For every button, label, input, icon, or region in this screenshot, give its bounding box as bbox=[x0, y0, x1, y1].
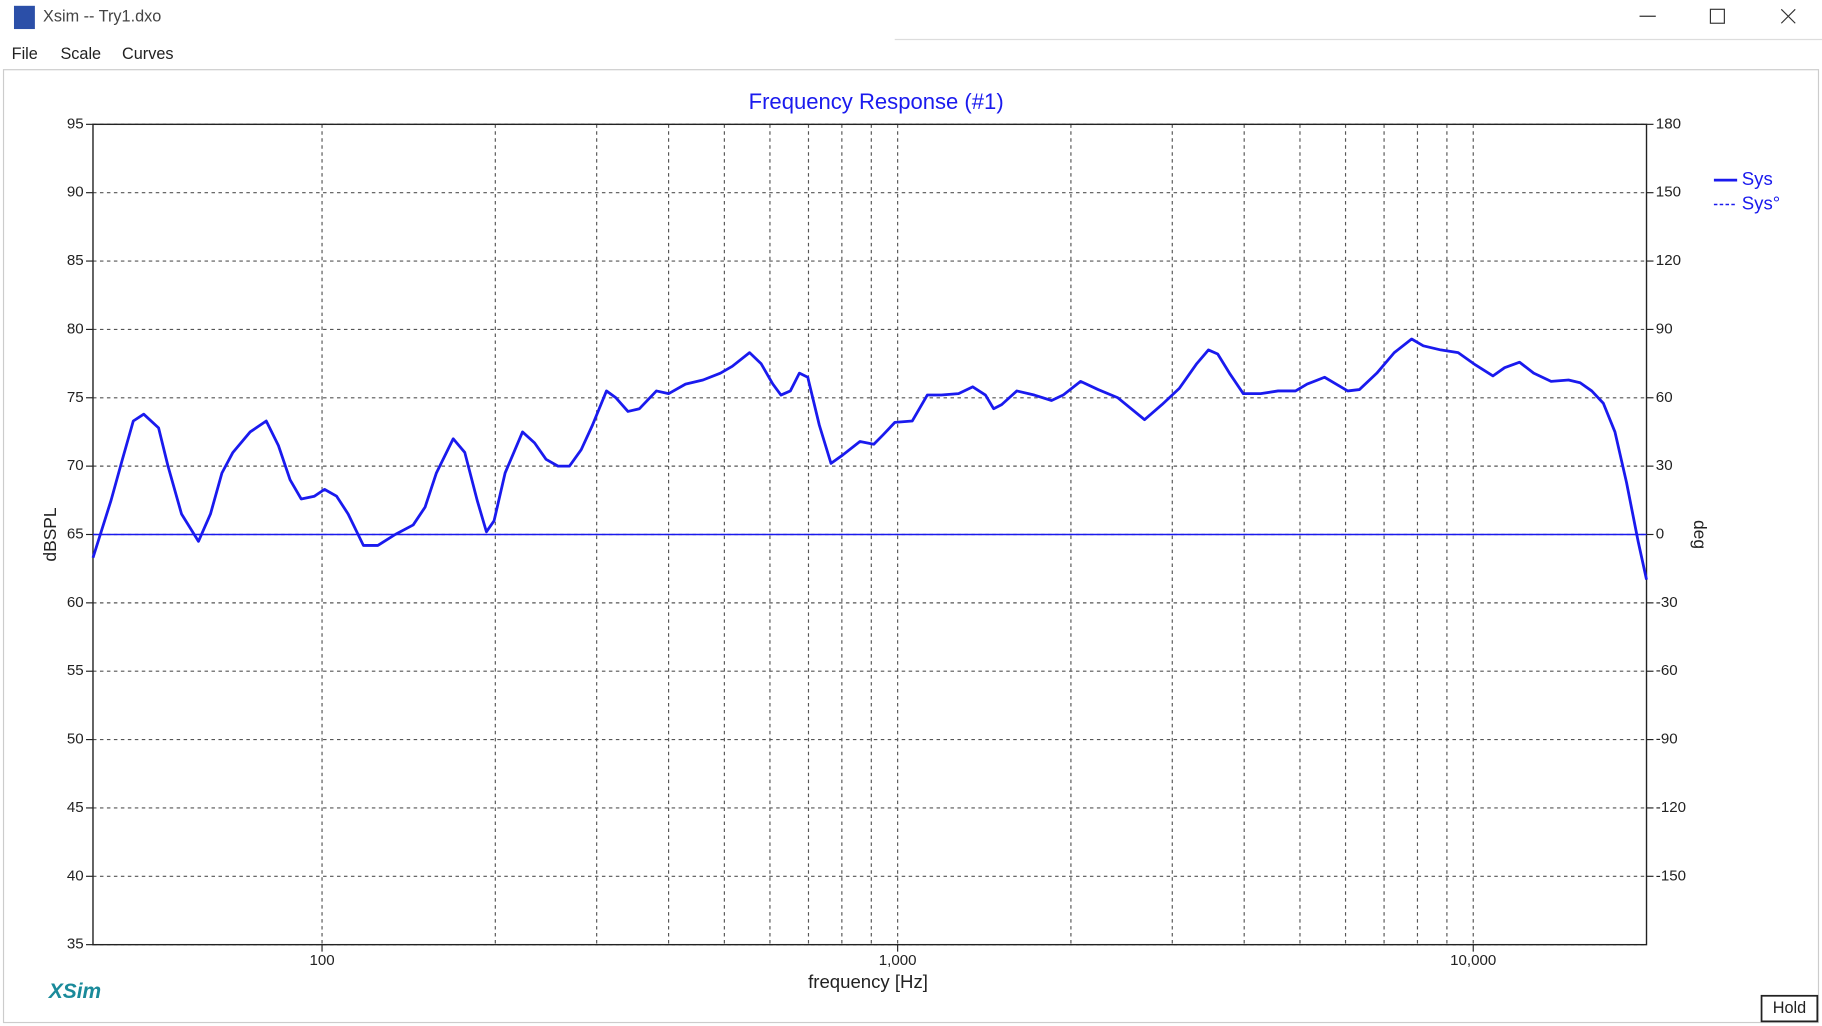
y2-tick-label: -150 bbox=[1656, 867, 1686, 884]
y-tick-label: 45 bbox=[67, 799, 84, 816]
y-tick-label: 40 bbox=[67, 867, 84, 884]
y2-tick-label: -90 bbox=[1656, 731, 1678, 748]
maximize-button[interactable] bbox=[1709, 8, 1725, 24]
legend-label: Sys° bbox=[1742, 192, 1780, 213]
y-tick-label: 50 bbox=[67, 731, 84, 748]
close-button[interactable] bbox=[1780, 8, 1796, 24]
x-axis-label: frequency [Hz] bbox=[808, 971, 928, 992]
data-line bbox=[91, 337, 1648, 580]
x-tick-label: 10,000 bbox=[1450, 952, 1496, 969]
menu-item[interactable]: Curves bbox=[122, 45, 173, 63]
legend-label: Sys bbox=[1742, 168, 1773, 189]
y-tick-label: 95 bbox=[67, 115, 84, 132]
y-axis-label: dBSPL bbox=[40, 507, 60, 562]
y-tick-label: 70 bbox=[67, 457, 84, 474]
y-tick-label: 55 bbox=[67, 662, 84, 679]
chart-title: Frequency Response (#1) bbox=[749, 89, 1004, 114]
window-title: Xsim -- Try1.dxo bbox=[43, 8, 161, 26]
y-tick-label: 80 bbox=[67, 320, 84, 337]
y2-tick-label: 0 bbox=[1656, 525, 1664, 542]
y2-axis-label: deg bbox=[1690, 520, 1710, 549]
y2-tick-label: 180 bbox=[1656, 115, 1681, 132]
y-tick-label: 85 bbox=[67, 252, 84, 269]
logo: XSim bbox=[48, 980, 101, 1003]
y2-tick-label: 120 bbox=[1656, 252, 1681, 269]
y2-tick-label: 30 bbox=[1656, 457, 1673, 474]
app-icon bbox=[13, 5, 35, 30]
menu-item[interactable]: Scale bbox=[60, 45, 101, 63]
y-tick-label: 65 bbox=[67, 525, 84, 542]
hold-button[interactable] bbox=[1760, 994, 1819, 1023]
x-tick-label: 1,000 bbox=[879, 952, 917, 969]
menu-item[interactable]: File bbox=[12, 45, 38, 63]
menu-bar: File Scale Curves bbox=[12, 45, 174, 63]
y-tick-label: 60 bbox=[67, 594, 84, 611]
y2-tick-label: 90 bbox=[1656, 320, 1673, 337]
y2-tick-label: 150 bbox=[1656, 184, 1681, 201]
y2-tick-label: 60 bbox=[1656, 389, 1673, 406]
hold-button-label[interactable]: Hold bbox=[1773, 999, 1806, 1017]
chart-panel bbox=[2, 69, 1820, 1024]
y2-tick-label: -120 bbox=[1656, 799, 1686, 816]
y-tick-label: 90 bbox=[67, 184, 84, 201]
y-tick-label: 35 bbox=[67, 936, 84, 953]
x-tick-label: 100 bbox=[309, 952, 334, 969]
y-tick-label: 75 bbox=[67, 389, 84, 406]
y2-tick-label: -30 bbox=[1656, 594, 1678, 611]
y2-tick-label: -60 bbox=[1656, 662, 1678, 679]
